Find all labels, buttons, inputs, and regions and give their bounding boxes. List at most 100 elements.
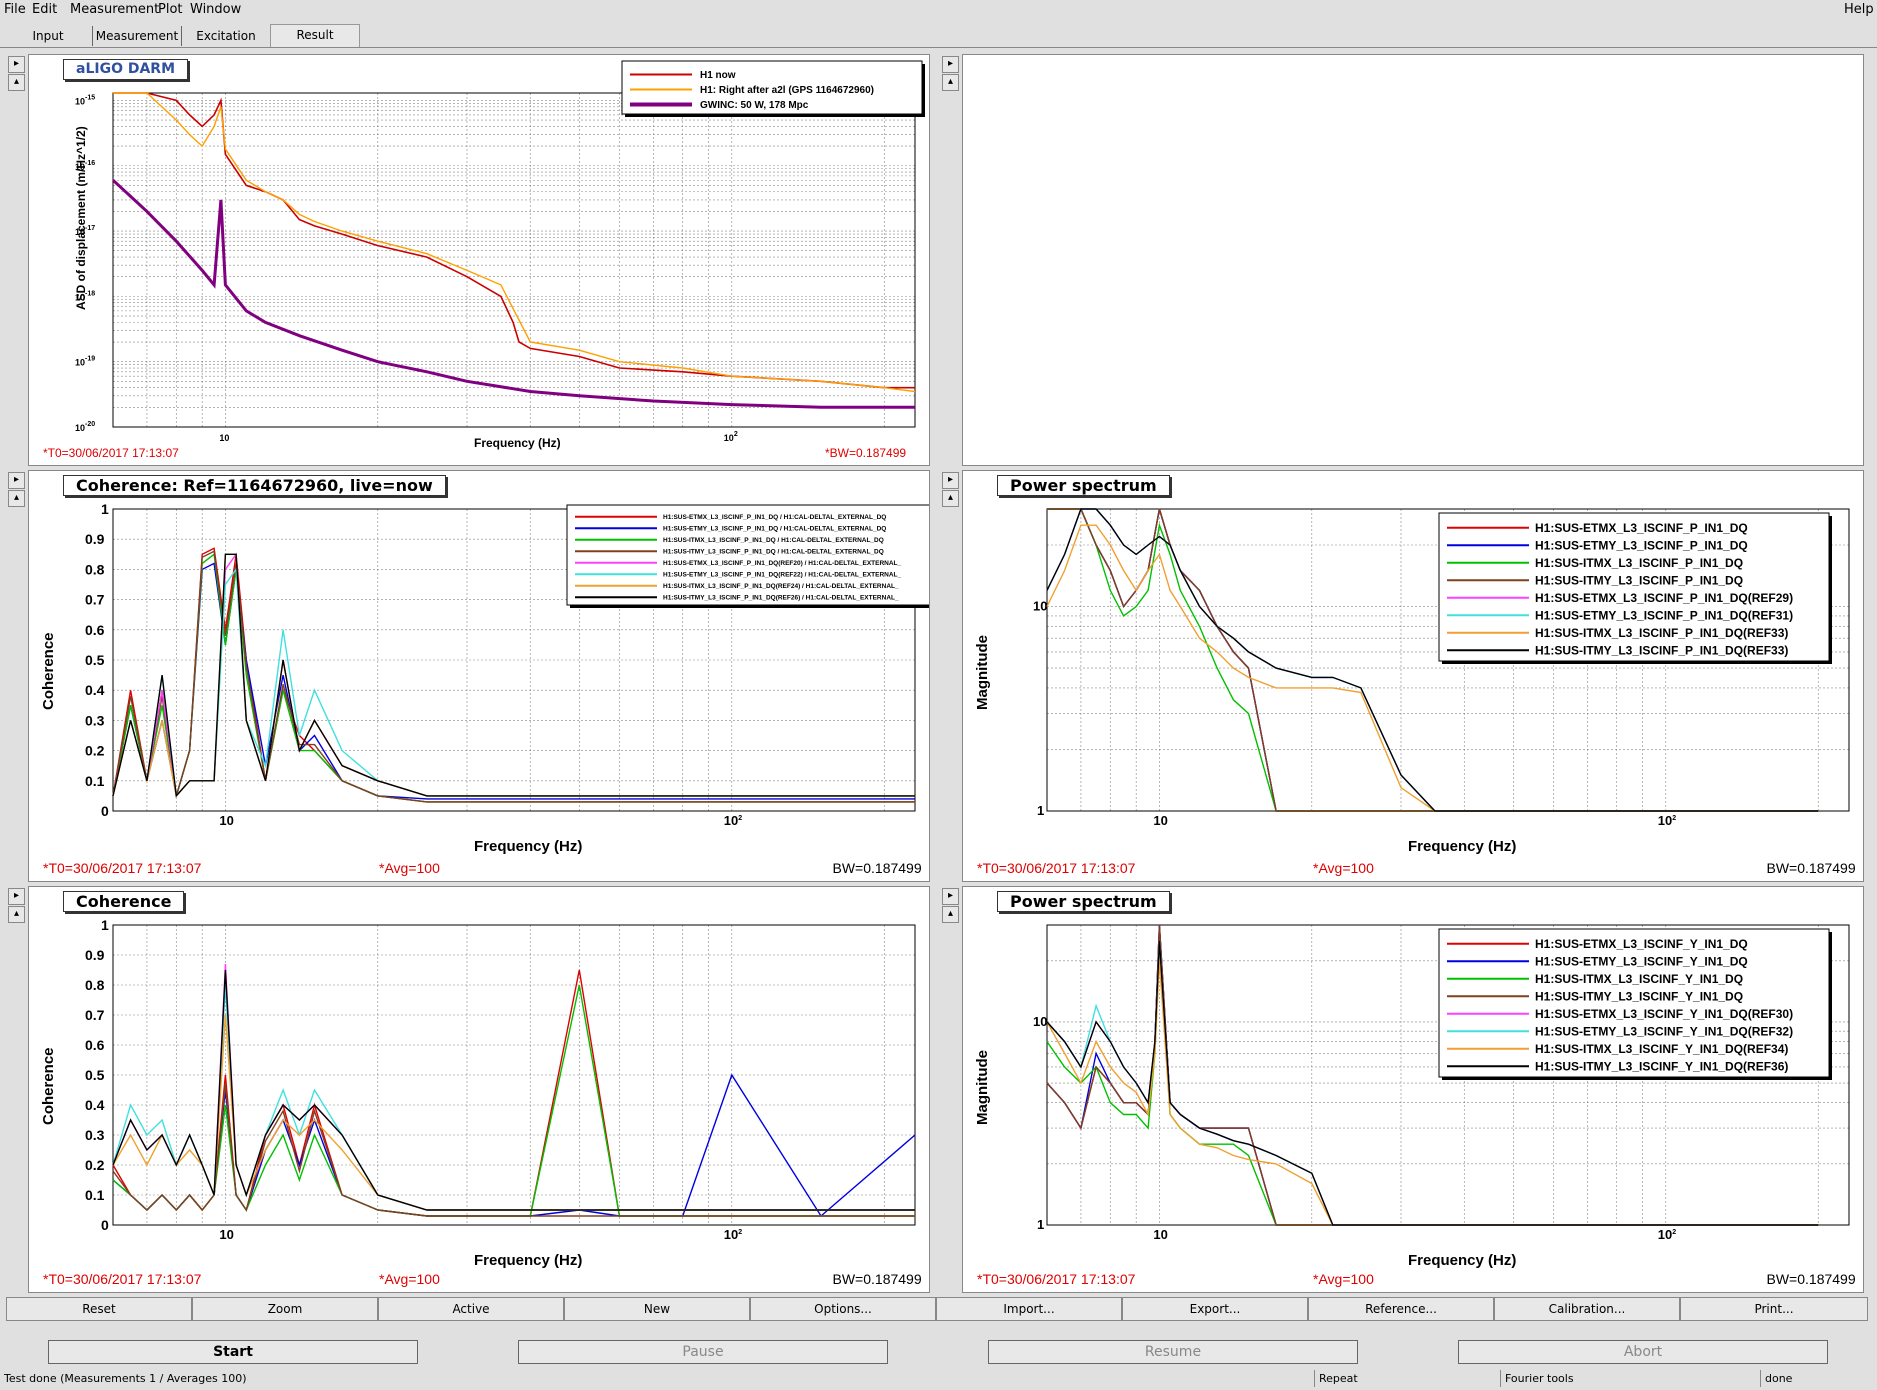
menu-measurement[interactable]: Measurement — [70, 2, 160, 17]
pad-collapse-left-1[interactable]: ▴ — [8, 74, 25, 91]
tab-result[interactable]: Result — [270, 24, 360, 47]
status-bar: Test done (Measurements 1 / Averages 100… — [0, 1370, 1877, 1388]
footer-avg: *Avg=100 — [379, 860, 440, 876]
x-tick-label: 10 — [219, 813, 233, 828]
menu-file[interactable]: File — [4, 2, 26, 17]
y-tick-label: 0.4 — [85, 682, 105, 698]
tab-input[interactable]: Input — [4, 26, 93, 46]
plot-pane-power-spectrum-p[interactable]: 10 102 10 1 Frequency (Hz) Magnitude *T0=30/06… — [962, 470, 1864, 882]
pad-expand-right-1[interactable]: ▸ — [942, 56, 959, 73]
series-line-3 — [111, 179, 915, 409]
legend-entry: H1:SUS-ITMY_L3_ISCINF_P_IN1_DQ / H1:CAL-… — [663, 548, 884, 555]
y-tick-label: 1 — [1037, 803, 1044, 818]
tab-divider — [0, 47, 1877, 48]
pad-expand-left-1[interactable]: ▸ — [8, 56, 25, 73]
legend-entry: H1:SUS-ITMY_L3_ISCINF_P_IN1_DQ(REF33) — [1535, 643, 1788, 657]
y-tick-label: 0 — [101, 1217, 109, 1233]
menu-window[interactable]: Window — [190, 2, 242, 17]
series-line-7 — [1046, 524, 1819, 812]
legend-entry: H1:SUS-ETMY_L3_ISCINF_P_IN1_DQ(REF22) / … — [663, 571, 902, 578]
plot-pane-power-spectrum-y[interactable]: 10 102 10 1 Frequency (Hz) Magnitude *T0=30/06… — [962, 886, 1864, 1293]
series-line-4 — [1047, 508, 1819, 812]
plot-canvas: 10 102 10 1 Frequency (Hz) Magnitude *T0=30/06… — [974, 508, 1856, 876]
pad-expand-left-3[interactable]: ▸ — [8, 888, 25, 905]
plot-pane-coherence[interactable]: 10 102 0 0.1 0.2 0.3 0.4 0.5 0.6 0.7 0.8 0.9 1 Freque… — [28, 886, 930, 1293]
resume-button[interactable]: Resume — [988, 1340, 1358, 1364]
import-button[interactable]: Import... — [936, 1297, 1122, 1321]
legend-box — [1438, 928, 1830, 1078]
legend-entry: H1:SUS-ITMY_L3_ISCINF_Y_IN1_DQ — [1535, 989, 1743, 1003]
y-tick-label: 10 — [1033, 599, 1047, 614]
start-button[interactable]: Start — [48, 1340, 418, 1364]
options-button[interactable]: Options... — [750, 1297, 936, 1321]
plot-pane-darm[interactable]: 10 102 10-15 10-16 10-17 10-18 10-19 10-20 Frequ… — [28, 54, 930, 466]
y-tick-label: 0.1 — [85, 1187, 105, 1203]
footer-bw: BW=0.187499 — [833, 1271, 922, 1287]
tab-excitation[interactable]: Excitation — [182, 26, 271, 46]
legend-entry: H1:SUS-ETMY_L3_ISCINF_P_IN1_DQ(REF31) — [1535, 608, 1793, 622]
legend-entry: H1:SUS-ITMX_L3_ISCINF_P_IN1_DQ(REF24) / … — [663, 583, 899, 590]
x-tick-label: 102 — [724, 1227, 742, 1242]
menu-help[interactable]: Help — [1844, 2, 1874, 17]
plot-pane-empty[interactable] — [962, 54, 1864, 466]
legend-entry: H1:SUS-ITMX_L3_ISCINF_Y_IN1_DQ(REF34) — [1535, 1042, 1788, 1056]
x-axis-label: Frequency (Hz) — [1408, 1252, 1516, 1269]
pad-collapse-left-3[interactable]: ▴ — [8, 906, 25, 923]
calibration-button[interactable]: Calibration... — [1494, 1297, 1680, 1321]
x-tick-label: 102 — [724, 813, 742, 828]
legend-entry: H1:SUS-ETMX_L3_ISCINF_P_IN1_DQ(REF20) / … — [663, 560, 902, 567]
legend-entry: H1:SUS-ITMY_L3_ISCINF_Y_IN1_DQ(REF36) — [1535, 1059, 1788, 1073]
y-tick-label: 10-17 — [75, 225, 95, 237]
pad-expand-right-2[interactable]: ▸ — [942, 472, 959, 489]
series-line-1 — [112, 969, 915, 1217]
x-axis-label: Frequency (Hz) — [1408, 838, 1516, 855]
y-tick-label: 10-20 — [75, 421, 95, 433]
result-area: ▸ ▴ 10 102 10-15 10-16 10-17 10-18 10-19 10-20 F… — [0, 50, 1877, 1295]
export-button[interactable]: Export... — [1122, 1297, 1308, 1321]
new-button[interactable]: New — [564, 1297, 750, 1321]
pad-collapse-right-3[interactable]: ▴ — [942, 906, 959, 923]
pad-collapse-left-2[interactable]: ▴ — [8, 490, 25, 507]
status-message: Test done (Measurements 1 / Averages 100… — [4, 1372, 247, 1385]
y-tick-label: 0.1 — [85, 773, 105, 789]
x-tick-label: 102 — [724, 431, 738, 443]
footer-t0: *T0=30/06/2017 17:13:07 — [977, 860, 1136, 876]
abort-button[interactable]: Abort — [1458, 1340, 1828, 1364]
status-repeat: Repeat — [1314, 1370, 1499, 1387]
y-axis-label: Coherence — [40, 632, 57, 710]
reset-button[interactable]: Reset — [6, 1297, 192, 1321]
plot-title: Coherence: Ref=1164672960, live=now — [63, 475, 446, 496]
active-button[interactable]: Active — [378, 1297, 564, 1321]
series-line-8 — [1046, 508, 1819, 812]
y-tick-label: 10-19 — [75, 356, 95, 368]
series-line-8 — [112, 553, 915, 798]
legend-entry: H1:SUS-ITMX_L3_ISCINF_P_IN1_DQ / H1:CAL-… — [663, 537, 884, 544]
print-button[interactable]: Print... — [1680, 1297, 1868, 1321]
pad-expand-left-2[interactable]: ▸ — [8, 472, 25, 489]
plot-canvas: 10 102 0 0.1 0.2 0.3 0.4 0.5 0.6 0.7 0.8 0.9 1 Freque… — [40, 501, 929, 876]
menu-edit[interactable]: Edit — [32, 2, 58, 17]
plot-title: Power spectrum — [997, 891, 1170, 912]
y-tick-label: 0.3 — [85, 1127, 105, 1143]
pad-expand-right-3[interactable]: ▸ — [942, 888, 959, 905]
y-tick-label: 0.7 — [85, 592, 105, 608]
series-line-4 — [112, 1083, 915, 1217]
tab-measurement[interactable]: Measurement — [93, 26, 182, 46]
pad-collapse-right-1[interactable]: ▴ — [942, 74, 959, 91]
y-tick-label: 0.9 — [85, 531, 105, 547]
x-tick-label: 102 — [1658, 813, 1676, 828]
legend-box — [1438, 512, 1830, 662]
plot-frame — [112, 508, 916, 812]
footer-t0: *T0=30/06/2017 17:13:07 — [43, 446, 179, 460]
zoom-button[interactable]: Zoom — [192, 1297, 378, 1321]
menu-plot[interactable]: Plot — [158, 2, 183, 17]
plot-pane-coherence-ref[interactable]: 10 102 0 0.1 0.2 0.3 0.4 0.5 0.6 0.7 0.8 0.9 1 Freque… — [28, 470, 930, 882]
pad-collapse-right-2[interactable]: ▴ — [942, 490, 959, 507]
pause-button[interactable]: Pause — [518, 1340, 888, 1364]
x-tick-label: 10 — [1153, 1227, 1167, 1242]
y-tick-label: 0.4 — [85, 1097, 105, 1113]
y-axis-label: Coherence — [40, 1047, 57, 1125]
reference-button[interactable]: Reference... — [1308, 1297, 1494, 1321]
series-line-1 — [113, 92, 915, 389]
y-tick-label: 0 — [101, 803, 109, 819]
